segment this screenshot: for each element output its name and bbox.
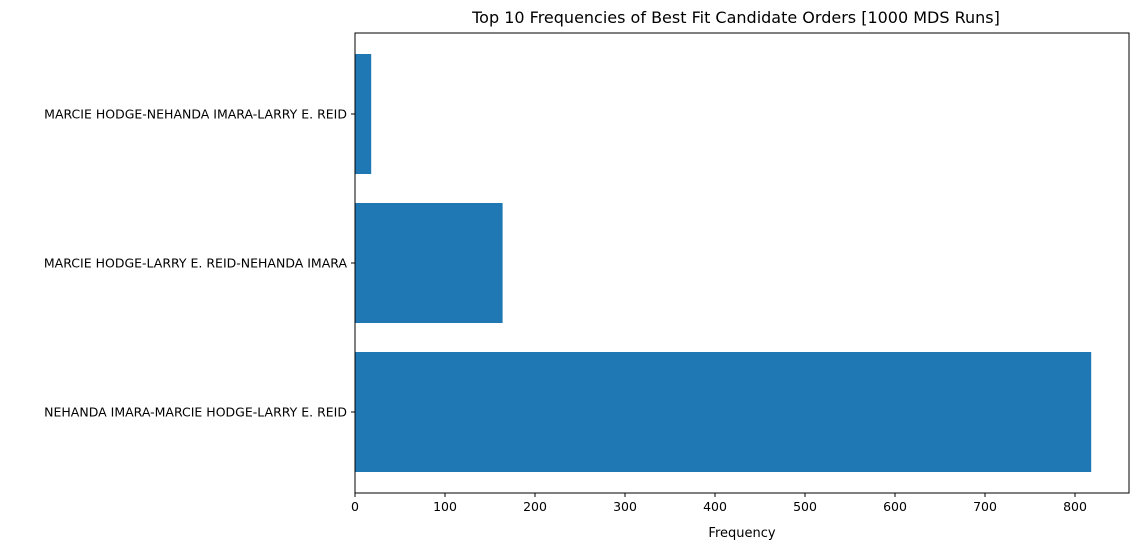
x-axis-label: Frequency — [708, 526, 775, 541]
y-tick-label-1: MARCIE HODGE-LARRY E. REID-NEHANDA IMARA — [44, 256, 348, 271]
bar-1 — [355, 203, 503, 323]
x-tick-label-3: 300 — [613, 499, 637, 514]
x-ticks: 0 100 200 300 400 500 600 700 800 — [351, 493, 1087, 514]
bar-2 — [355, 54, 372, 174]
bar-0 — [355, 352, 1092, 472]
plot-frame — [354, 32, 1130, 494]
chart-title: Top 10 Frequencies of Best Fit Candidate… — [471, 8, 1000, 27]
x-tick-label-4: 400 — [703, 499, 727, 514]
x-tick-label-1: 100 — [433, 499, 457, 514]
x-tick-label-0: 0 — [351, 499, 359, 514]
bars-group — [355, 54, 1092, 472]
x-tick-label-8: 800 — [1063, 499, 1087, 514]
y-tick-labels: NEHANDA IMARA-MARCIE HODGE-LARRY E. REID… — [44, 107, 355, 420]
x-tick-label-7: 700 — [973, 499, 997, 514]
y-tick-label-0: NEHANDA IMARA-MARCIE HODGE-LARRY E. REID — [44, 405, 347, 420]
x-tick-label-6: 600 — [883, 499, 907, 514]
x-tick-label-5: 500 — [793, 499, 817, 514]
x-tick-label-2: 200 — [523, 499, 547, 514]
y-tick-label-2: MARCIE HODGE-NEHANDA IMARA-LARRY E. REID — [44, 107, 347, 122]
